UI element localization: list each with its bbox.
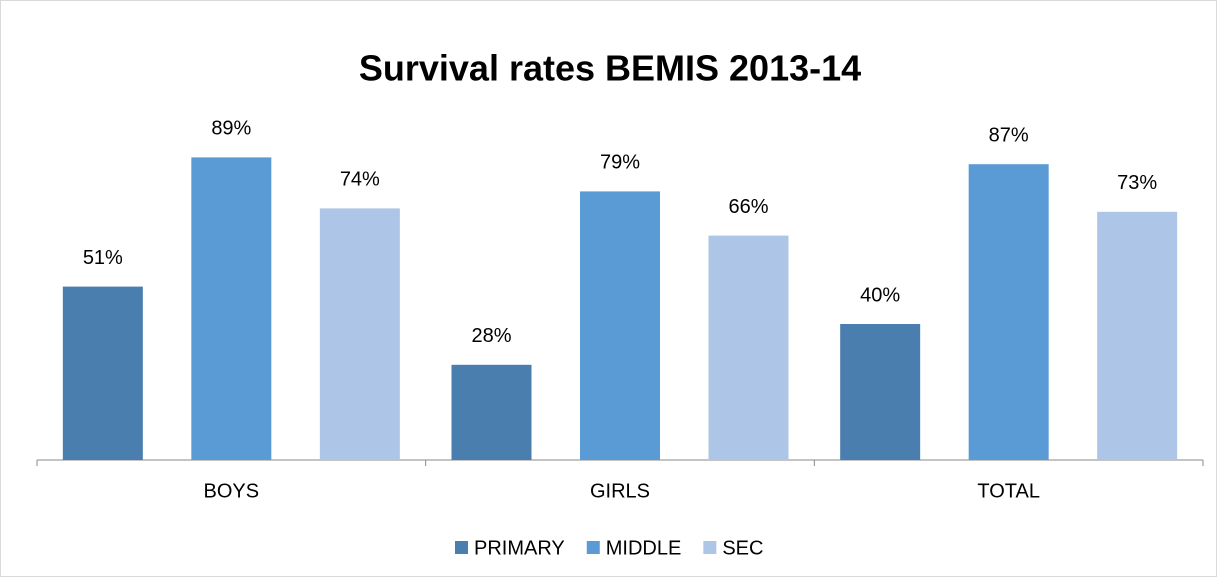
x-tick-label: BOYS [204, 480, 260, 502]
data-label: 87% [989, 124, 1029, 146]
data-label: 28% [471, 325, 511, 347]
x-tick-label: TOTAL [977, 480, 1040, 502]
data-label: 79% [600, 152, 640, 174]
bar [1097, 211, 1178, 460]
bar [191, 157, 272, 460]
bar [708, 235, 789, 460]
data-label: 40% [860, 284, 900, 306]
data-label: 66% [728, 196, 768, 218]
legend-swatch [586, 541, 600, 554]
chart-title: Survival rates BEMIS 2013-14 [359, 48, 861, 89]
legend-label: PRIMARY [474, 537, 565, 559]
data-label: 73% [1117, 172, 1157, 194]
data-label: 74% [340, 169, 380, 191]
data-label: 89% [211, 118, 251, 140]
bar [580, 191, 660, 460]
bar [451, 364, 532, 460]
legend-label: MIDDLE [606, 537, 682, 559]
x-tick-label: GIRLS [590, 480, 650, 502]
bar [840, 324, 921, 460]
legend-swatch [455, 541, 468, 554]
bar [319, 208, 400, 460]
bar [968, 164, 1049, 460]
legend-swatch [703, 541, 717, 554]
data-label: 51% [83, 247, 123, 269]
legend-label: SEC [722, 537, 763, 559]
bar [62, 286, 143, 460]
